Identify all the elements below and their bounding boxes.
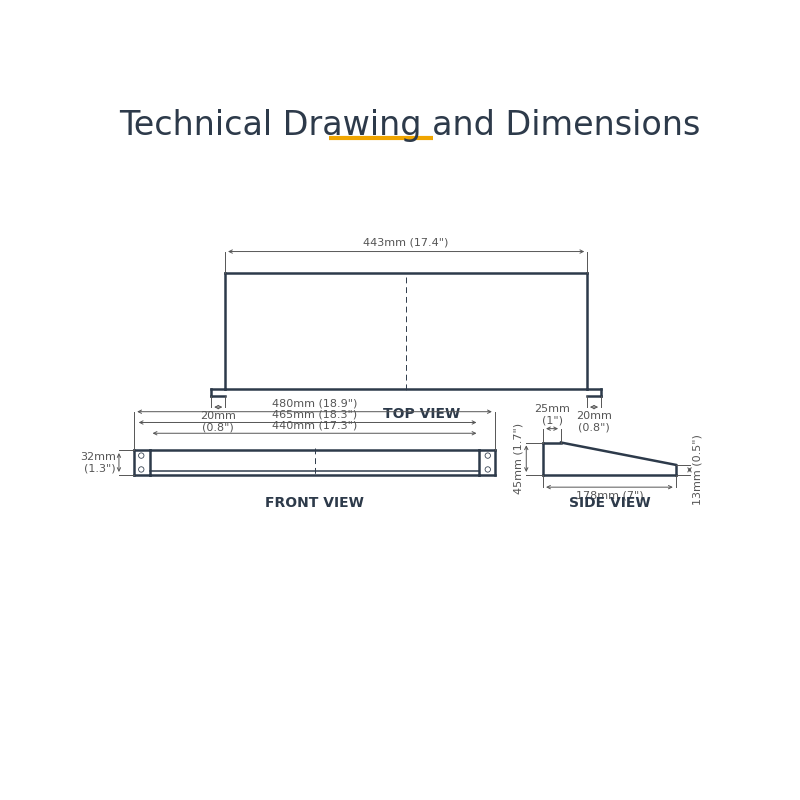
Text: 443mm (17.4"): 443mm (17.4") (363, 238, 449, 248)
Text: 25mm
(1"): 25mm (1") (534, 404, 570, 426)
Text: 13mm (0.5"): 13mm (0.5") (693, 434, 702, 506)
Circle shape (138, 453, 144, 458)
Text: 178mm (7"): 178mm (7") (576, 490, 643, 500)
Circle shape (485, 466, 490, 472)
Text: TOP VIEW: TOP VIEW (383, 407, 460, 421)
Text: 465mm (18.3"): 465mm (18.3") (272, 410, 357, 419)
Text: 480mm (18.9"): 480mm (18.9") (272, 398, 358, 409)
Text: 45mm (1.7"): 45mm (1.7") (513, 423, 523, 494)
Text: FRONT VIEW: FRONT VIEW (265, 496, 364, 510)
Text: 20mm
(0.8"): 20mm (0.8") (200, 411, 236, 433)
Text: SIDE VIEW: SIDE VIEW (569, 496, 650, 510)
Text: Technical Drawing and Dimensions: Technical Drawing and Dimensions (119, 109, 701, 142)
Circle shape (485, 453, 490, 458)
Text: 20mm
(0.8"): 20mm (0.8") (576, 411, 612, 433)
Circle shape (138, 466, 144, 472)
Text: 440mm (17.3"): 440mm (17.3") (272, 420, 357, 430)
Text: 32mm
(1.3"): 32mm (1.3") (80, 452, 116, 474)
